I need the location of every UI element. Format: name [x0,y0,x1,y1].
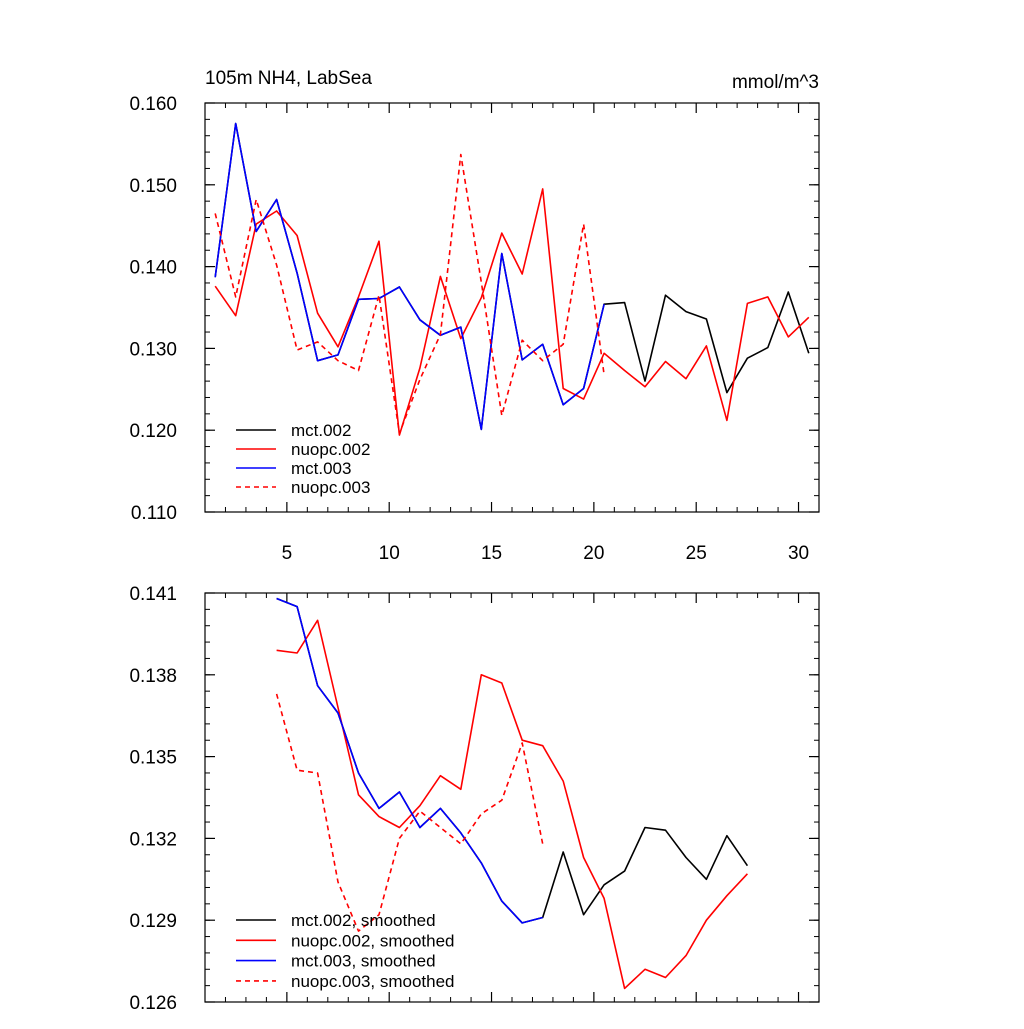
x-tick-label: 15 [481,543,502,564]
y-tick-label: 0.138 [129,666,177,687]
series-line-bottom-0 [276,597,749,924]
chart-panel-top: 5 10 15 20 25 30 0.110 0.120 0.130 0.140 0.150 0.16… [129,68,820,564]
y-tick-label: 0.130 [129,339,177,360]
y-tick-label: 0.141 [129,584,177,605]
series-line-top-2 [214,122,605,431]
y-tick-label: 0.129 [129,911,177,932]
series-line-top-3 [214,153,605,435]
x-tick-label: 30 [788,543,809,564]
series-line-bottom-3 [275,693,544,932]
series-line-top-1 [214,188,810,436]
y-tick-label: 0.160 [129,94,177,115]
chart-title: 105m NH4, LabSea [205,68,372,89]
x-tick-label: 5 [282,543,293,564]
series-line-top-0 [214,122,810,431]
legend-label: mct.003, smoothed [291,952,436,971]
y-tick-label: 0.135 [129,748,177,769]
y-tick-label: 0.120 [129,421,177,442]
x-tick-label: 20 [583,543,604,564]
legend-label: nuopc.002, smoothed [291,931,455,950]
x-tick-label: 10 [379,543,400,564]
y-tick-label: 0.110 [131,503,177,524]
legend-label: mct.002, smoothed [291,911,436,930]
legend-label: mct.002 [291,421,351,440]
x-tick-label: 25 [686,543,707,564]
series-line-bottom-2 [276,597,543,924]
chart-panel-bottom: 0.126 0.129 0.132 0.135 0.138 0.141 mct.002, s… [129,584,820,1014]
legend-label: nuopc.003 [291,478,370,497]
y-tick-label: 0.150 [129,176,177,197]
y-tick-label: 0.132 [129,829,177,850]
y-tick-label: 0.140 [129,258,177,279]
legend-label: mct.003 [291,459,351,478]
y-tick-label: 0.126 [129,993,177,1014]
units-label: mmol/m^3 [732,72,819,93]
series-line-bottom-1 [276,619,748,990]
legend-label: nuopc.002 [291,440,370,459]
legend-label: nuopc.003, smoothed [291,972,455,991]
